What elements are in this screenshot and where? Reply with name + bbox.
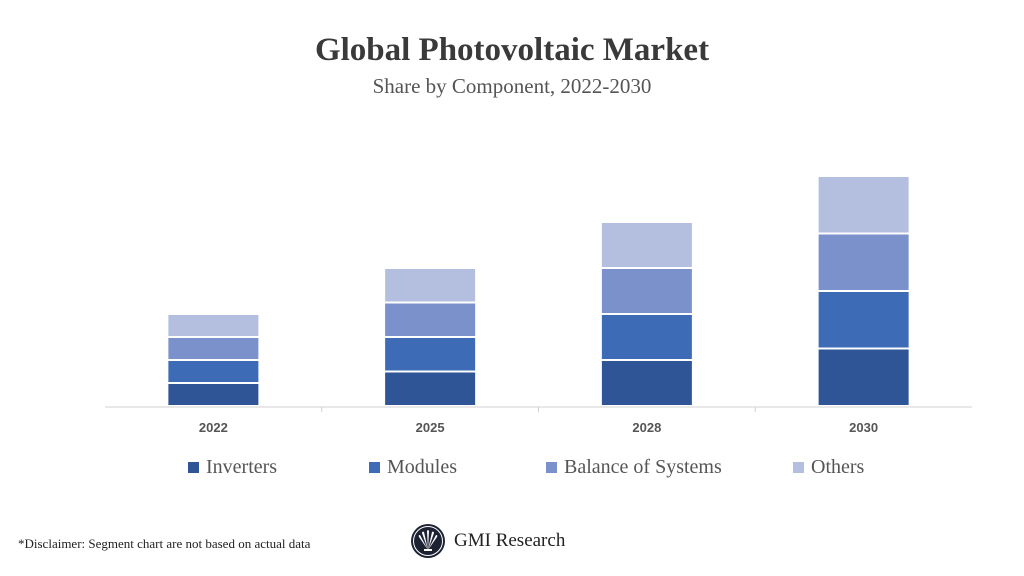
legend-item-balance-of-systems: Balance of Systems (546, 456, 722, 479)
bar-segment-2025-balance-of-systems (385, 303, 476, 336)
legend-item-modules: Modules (369, 456, 457, 479)
brand-name: GMI Research (454, 530, 566, 551)
legend-swatch (369, 462, 380, 473)
legend-label: Others (811, 456, 865, 478)
legend-label: Modules (387, 456, 457, 478)
x-tick-label: 2028 (632, 420, 661, 435)
bar-segment-2022-others (168, 315, 259, 336)
legend-swatch (188, 462, 199, 473)
legend-swatch (793, 462, 804, 473)
bar-segment-2028-others (601, 223, 692, 267)
bar-segment-2022-inverters (168, 384, 259, 405)
bar-segment-2030-inverters (818, 349, 909, 405)
bar-segment-2025-inverters (385, 372, 476, 405)
bar-segment-2025-others (385, 269, 476, 302)
legend-label: Inverters (206, 456, 278, 478)
bar-segment-2030-modules (818, 292, 909, 348)
x-tick-label: 2025 (416, 420, 445, 435)
bar-segment-2030-others (818, 177, 909, 233)
legend-item-inverters: Inverters (188, 456, 277, 479)
disclaimer: *Disclaimer: Segment chart are not based… (18, 536, 311, 551)
bar-segment-2022-balance-of-systems (168, 338, 259, 359)
legend-swatch (546, 462, 557, 473)
x-tick-label: 2030 (849, 420, 878, 435)
bar-segment-2028-modules (601, 315, 692, 359)
legend-label: Balance of Systems (564, 456, 722, 478)
bar-segment-2030-balance-of-systems (818, 234, 909, 290)
x-tick-label: 2022 (199, 420, 228, 435)
legend-item-others: Others (793, 456, 864, 479)
chart-title: Global Photovoltaic Market (314, 32, 710, 68)
bar-segment-2028-balance-of-systems (601, 269, 692, 313)
legend: Inverters Modules Balance of Systems Others (0, 456, 1024, 482)
bar-segment-2022-modules (168, 361, 259, 382)
gmi-research-logo: GMI Research (410, 523, 565, 559)
chart-subtitle: Share by Component, 2022-2030 (372, 74, 652, 98)
bar-segment-2025-modules (385, 338, 476, 371)
bar-segment-2028-inverters (601, 361, 692, 405)
fan-logo-icon (411, 524, 445, 558)
